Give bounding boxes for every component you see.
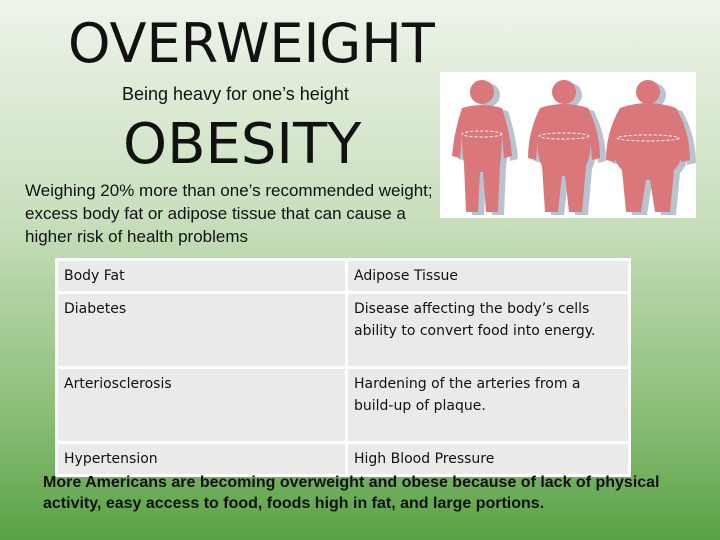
term: Diabetes <box>55 291 348 369</box>
term: Arteriosclerosis <box>55 366 348 444</box>
figure-thin <box>452 80 518 215</box>
body-figures <box>440 72 696 218</box>
figure-obese <box>606 80 696 215</box>
heading: OBESITY <box>123 112 362 177</box>
term: Hypertension <box>55 441 348 477</box>
figure-medium <box>528 80 606 215</box>
table-row: Diabetes Disease affecting the body’s ce… <box>55 291 631 369</box>
table-row: Arteriosclerosis Hardening of the arteri… <box>55 366 631 444</box>
terms-table: Body Fat Adipose Tissue Diabetes Disease… <box>55 258 631 477</box>
meaning: Adipose Tissue <box>345 258 631 294</box>
subtitle: Being heavy for one’s height <box>122 84 349 104</box>
footer-text: More Americans are becoming overweight a… <box>43 474 660 512</box>
meaning: Hardening of the arteries from a build-u… <box>345 366 631 444</box>
meaning: High Blood Pressure <box>345 441 631 477</box>
meaning: Disease affecting the body’s cells abili… <box>345 291 631 369</box>
slide-title: OVERWEIGHT <box>68 12 435 75</box>
table-row: Hypertension High Blood Pressure <box>55 441 631 477</box>
definition: Weighing 20% more than one’s recommended… <box>25 181 433 246</box>
term: Body Fat <box>55 258 348 294</box>
table-row: Body Fat Adipose Tissue <box>55 258 631 294</box>
